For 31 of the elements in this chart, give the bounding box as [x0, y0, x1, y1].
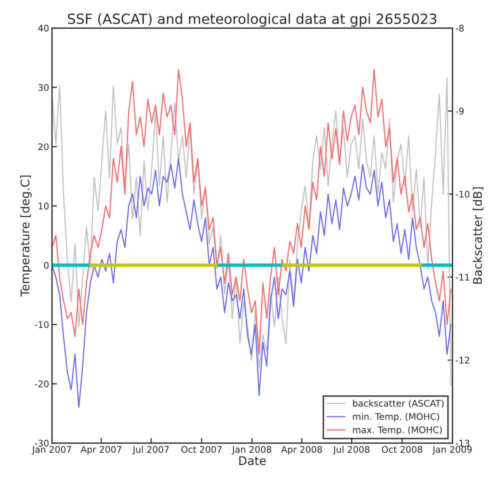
legend-label: max. Temp. (MOHC) — [353, 426, 442, 435]
y-axis-title: Temperature [deg.C] — [20, 176, 32, 297]
y-tick-label: 30 — [38, 84, 49, 91]
x-tick-label: Oct 2008 — [382, 446, 422, 453]
y-tick-label: -20 — [34, 380, 49, 388]
x-tick-label: Apr 2007 — [80, 446, 122, 455]
x-axis-title: Date — [239, 456, 266, 466]
y-tick-label: -10 — [34, 321, 49, 328]
y2-tick-label: -11 — [456, 274, 470, 280]
chart-title: SSF (ASCAT) and meteorological data at gpi 2655023 — [68, 13, 436, 27]
x-tick-label: Jan 2007 — [32, 446, 72, 455]
y2-axis-title: Backscatter [dB] — [472, 187, 484, 284]
y2-tick-label: -13 — [456, 440, 470, 447]
y-tick-label: 40 — [38, 24, 49, 32]
x-tick-label: Jul 2007 — [132, 446, 169, 455]
y-tick-label: 10 — [38, 202, 49, 210]
x-tick-label: Jan 2008 — [232, 446, 272, 455]
y-tick-label: 0 — [44, 262, 49, 269]
y2-tick-label: -8 — [456, 24, 464, 32]
x-tick-label: Apr 2008 — [281, 446, 322, 455]
legend-label: backscatter (ASCAT) — [353, 400, 444, 408]
x-tick-label: Jan 2009 — [432, 446, 472, 455]
y-tick-label: 20 — [38, 143, 49, 150]
legend-label: min. Temp. (MOHC) — [353, 412, 440, 422]
y2-tick-label: -10 — [456, 190, 470, 198]
line-series — [52, 158, 452, 408]
x-tick-label: Oct 2007 — [181, 446, 222, 453]
y-tick-label: -30 — [34, 440, 49, 447]
x-tick-label: Jul 2008 — [332, 446, 370, 455]
y2-tick-label: -12 — [456, 356, 470, 364]
y2-tick-label: -9 — [456, 108, 464, 115]
